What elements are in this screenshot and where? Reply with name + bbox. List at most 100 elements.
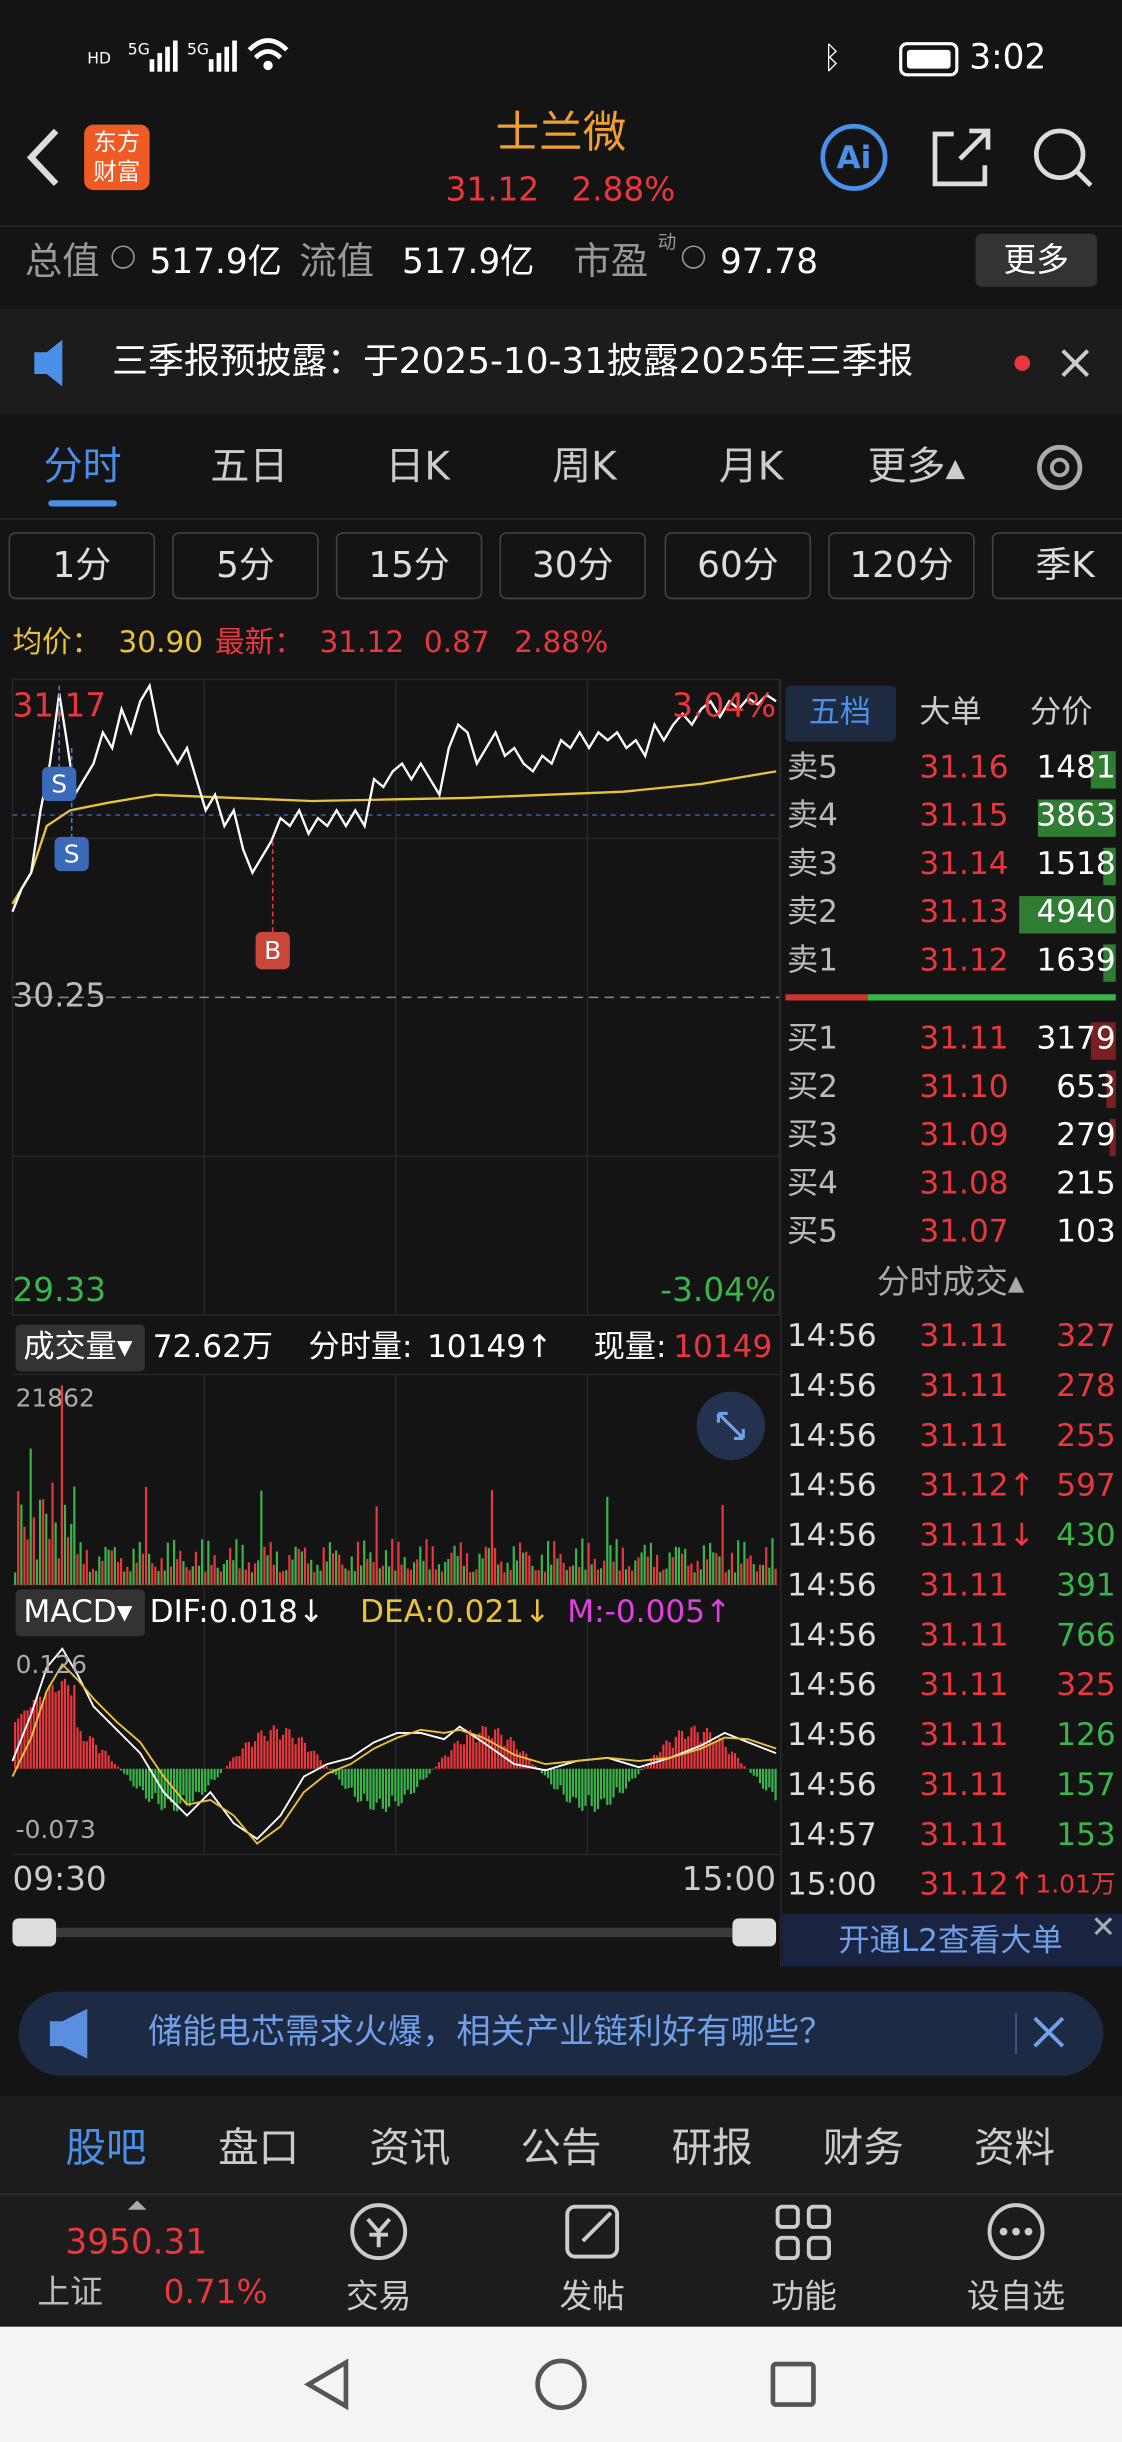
- back-button[interactable]: [26, 128, 59, 187]
- search-button[interactable]: [1033, 128, 1093, 188]
- bottom-tab[interactable]: 财务: [823, 2124, 904, 2172]
- close-notice[interactable]: [1061, 349, 1090, 377]
- macd-bar: [578, 1768, 581, 1808]
- toolbar-label[interactable]: 功能: [771, 2278, 836, 2316]
- bottom-tab[interactable]: 资讯: [369, 2124, 450, 2172]
- bottom-tab[interactable]: 资料: [974, 2124, 1055, 2172]
- macd-bar: [456, 1740, 459, 1769]
- macd-bar: [450, 1750, 453, 1769]
- bottom-tab[interactable]: 盘口: [218, 2124, 299, 2172]
- nav-home[interactable]: [535, 2358, 587, 2411]
- nav-recent[interactable]: [770, 2361, 816, 2407]
- macd-bar: [201, 1768, 204, 1795]
- period-button[interactable]: [499, 532, 646, 600]
- volume-bar: [98, 1556, 101, 1585]
- bottom-tab[interactable]: 研报: [672, 2124, 753, 2172]
- trades-title[interactable]: 分时成交▴: [877, 1263, 1025, 1301]
- macd-bar: [743, 1765, 746, 1769]
- close-banner[interactable]: [1033, 2016, 1065, 2048]
- volume-bar: [325, 1561, 328, 1585]
- bottom-tab[interactable]: 股吧: [65, 2124, 146, 2172]
- tab[interactable]: 月K: [719, 445, 785, 490]
- volume-bar: [556, 1558, 559, 1585]
- volume-bar: [116, 1562, 120, 1585]
- scroll-handle[interactable]: [732, 1918, 777, 1947]
- macd-bar: [151, 1768, 154, 1799]
- volume-bar: [456, 1555, 459, 1585]
- macd-bar: [609, 1768, 612, 1805]
- index-expand[interactable]: [127, 2200, 147, 2210]
- macd-bar: [163, 1768, 166, 1809]
- settings-icon[interactable]: [1037, 444, 1083, 491]
- macd-bar: [712, 1742, 715, 1769]
- macd-bar: [493, 1729, 497, 1769]
- tab[interactable]: 日K: [385, 445, 451, 490]
- macd-bar: [397, 1768, 400, 1807]
- macd-bar: [428, 1768, 431, 1774]
- l2-bar[interactable]: [782, 1913, 1122, 1967]
- tab[interactable]: 分时: [44, 445, 122, 490]
- stat-value: 97.78: [720, 242, 818, 282]
- l2-link[interactable]: 开通L2查看大单: [839, 1923, 1063, 1959]
- toolbar-label[interactable]: 发帖: [559, 2278, 624, 2316]
- macd-bar: [272, 1725, 275, 1769]
- tab[interactable]: 更多▴: [868, 445, 966, 490]
- ai-button[interactable]: [820, 123, 888, 191]
- book-price: 31.07: [919, 1214, 1008, 1250]
- period-button[interactable]: [664, 532, 812, 600]
- macd-bar: [528, 1758, 531, 1769]
- period-button[interactable]: [8, 532, 156, 600]
- book-tab[interactable]: 五档: [809, 695, 871, 731]
- scroll-handle[interactable]: [12, 1918, 57, 1947]
- macd-bar: [35, 1695, 39, 1769]
- buy-signal[interactable]: [255, 931, 290, 970]
- logo[interactable]: [84, 124, 150, 191]
- volume-bar: [375, 1506, 378, 1585]
- volume-bar: [107, 1549, 110, 1585]
- logo-text: 东方: [94, 128, 141, 156]
- latest-price: 31.12: [319, 625, 404, 659]
- notice-bar[interactable]: [0, 308, 1122, 415]
- macd-bar: [278, 1739, 282, 1769]
- macd-bar: [14, 1722, 17, 1769]
- volume-bar: [581, 1538, 584, 1585]
- volume-bar: [727, 1569, 730, 1585]
- more-button[interactable]: [975, 233, 1098, 287]
- macd-bar: [634, 1768, 637, 1778]
- book-tab[interactable]: 分价: [1030, 695, 1092, 731]
- avg-price: 30.90: [118, 625, 203, 659]
- index-value[interactable]: 3950.31: [65, 2223, 207, 2263]
- toolbar-label[interactable]: 设自选: [967, 2278, 1065, 2316]
- volume-max: 21862: [16, 1383, 95, 1412]
- close-l2[interactable]: [1094, 1917, 1113, 1936]
- volume-bar: [596, 1569, 600, 1585]
- sell-signal[interactable]: [54, 836, 89, 872]
- trade-time: 14:57: [787, 1817, 877, 1853]
- tab[interactable]: 周K: [552, 445, 618, 490]
- period-button[interactable]: [172, 532, 319, 600]
- macd-bar: [540, 1768, 543, 1774]
- macd-bar: [38, 1696, 42, 1769]
- volume-bar: [282, 1570, 285, 1585]
- volume-selector[interactable]: [15, 1324, 145, 1372]
- period-button[interactable]: [828, 532, 975, 600]
- period-button[interactable]: [991, 532, 1122, 600]
- macd-bar: [60, 1681, 63, 1769]
- toolbar-label[interactable]: 交易: [346, 2278, 411, 2316]
- tab[interactable]: 五日: [210, 445, 288, 490]
- nav-back[interactable]: [303, 2358, 349, 2411]
- macd-bar: [721, 1739, 724, 1769]
- volume-bar: [416, 1559, 419, 1585]
- bottom-tab[interactable]: 公告: [521, 2124, 602, 2172]
- book-volume: 215: [1056, 1165, 1115, 1201]
- trade-time: 14:56: [787, 1468, 877, 1504]
- volume-bar: [378, 1568, 381, 1585]
- sell-signal[interactable]: [42, 766, 77, 802]
- macd-bar: [275, 1729, 279, 1769]
- period-button[interactable]: [335, 532, 483, 600]
- macd-selector[interactable]: [15, 1589, 145, 1637]
- book-tab[interactable]: 大单: [919, 695, 981, 731]
- share-button[interactable]: [932, 128, 991, 187]
- topic-banner[interactable]: [18, 1991, 1104, 2076]
- book-price: 31.16: [919, 749, 1008, 785]
